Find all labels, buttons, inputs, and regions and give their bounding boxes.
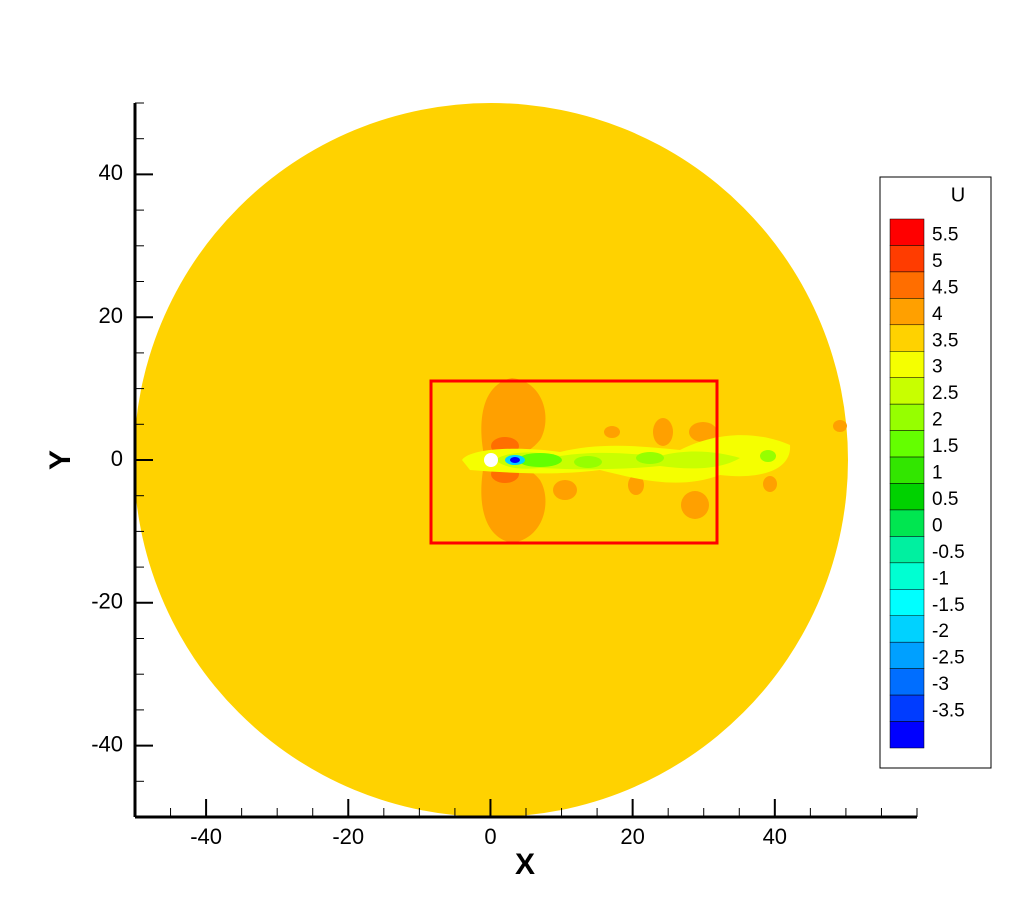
colorbar-swatch xyxy=(889,377,925,405)
y-axis-label: Y xyxy=(44,450,77,470)
colorbar-swatch xyxy=(889,271,925,299)
colorbar-swatch xyxy=(889,483,925,511)
blob xyxy=(604,426,620,438)
colorbar-label: -3 xyxy=(932,674,949,695)
colorbar-swatch xyxy=(889,509,925,537)
colorbar-swatch xyxy=(889,668,925,696)
y-tick-label: 40 xyxy=(99,160,123,185)
colorbar-swatch xyxy=(889,721,925,749)
colorbar-swatch xyxy=(889,641,925,669)
blob xyxy=(553,480,577,500)
colorbar-label: 3.5 xyxy=(932,330,958,351)
x-tick-label: 40 xyxy=(763,824,787,849)
colorbar-label: -3.5 xyxy=(932,701,965,722)
colorbar-swatch xyxy=(889,245,925,273)
colorbar-swatch xyxy=(889,218,925,246)
colorbar-swatch xyxy=(889,351,925,378)
wake xyxy=(518,453,562,467)
colorbar-label: 2.5 xyxy=(932,383,958,404)
colorbar-label: -0.5 xyxy=(932,542,965,563)
blob xyxy=(628,475,644,495)
x-tick-label: 20 xyxy=(620,824,644,849)
colorbar-label: 3 xyxy=(932,357,943,378)
colorbar-swatch xyxy=(889,694,925,722)
colorbar-label: 0 xyxy=(932,515,943,536)
wake xyxy=(636,452,664,464)
colorbar-label: 5.5 xyxy=(932,224,958,245)
colorbar-label: 0.5 xyxy=(932,489,958,510)
colorbar-label: 4 xyxy=(932,304,943,325)
colorbar-title: U xyxy=(951,184,965,206)
colorbar-swatch xyxy=(889,615,925,643)
colorbar-label: 1 xyxy=(932,463,943,484)
colorbar-label: -2 xyxy=(932,621,949,642)
cylinder xyxy=(484,453,498,467)
x-tick-label: -20 xyxy=(332,824,364,849)
blob xyxy=(689,422,717,442)
contour-field xyxy=(134,103,848,817)
colorbar-swatch xyxy=(889,456,925,484)
colorbar-swatch xyxy=(889,430,925,458)
colorbar-swatch xyxy=(889,403,925,431)
blob xyxy=(653,418,673,446)
colorbar-label: 1.5 xyxy=(932,436,958,457)
blob xyxy=(833,420,847,432)
x-axis-label: X xyxy=(515,848,535,881)
colorbar-label: -1.5 xyxy=(932,595,965,616)
y-tick-label: 20 xyxy=(99,303,123,328)
colorbar-swatch xyxy=(889,298,925,326)
wake xyxy=(760,450,776,462)
colorbar-swatch xyxy=(889,589,925,616)
x-tick-label: -40 xyxy=(190,824,222,849)
colorbar-label: 4.5 xyxy=(932,277,958,298)
colorbar-swatch xyxy=(889,324,925,352)
blob xyxy=(681,491,709,519)
colorbar-label: -2.5 xyxy=(932,648,965,669)
region-box xyxy=(429,379,719,545)
blob xyxy=(763,476,777,492)
colorbar-label: 2 xyxy=(932,410,943,431)
y-tick-label: -20 xyxy=(91,589,123,614)
colorbar-swatch xyxy=(889,536,925,564)
y-tick-label: -40 xyxy=(91,731,123,756)
x-tick-label: 0 xyxy=(484,824,496,849)
colorbar-label: -1 xyxy=(932,568,949,589)
wake xyxy=(510,457,520,463)
colorbar-swatch xyxy=(889,562,925,590)
y-tick-label: 0 xyxy=(111,446,123,471)
wake xyxy=(574,456,602,468)
colorbar-label: 5 xyxy=(932,251,943,272)
